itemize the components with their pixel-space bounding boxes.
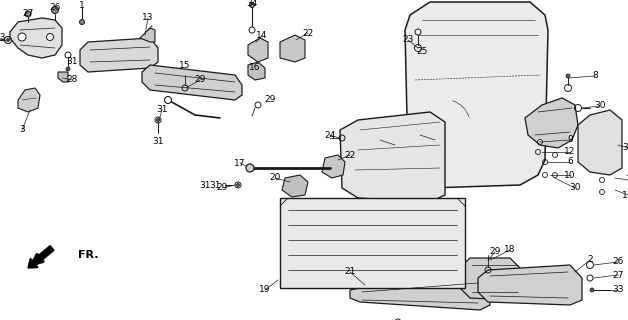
- Text: 14: 14: [256, 31, 268, 41]
- Polygon shape: [140, 28, 155, 42]
- Polygon shape: [18, 88, 40, 112]
- FancyArrow shape: [28, 246, 54, 268]
- Text: 31: 31: [209, 180, 221, 189]
- Circle shape: [566, 74, 570, 78]
- Polygon shape: [350, 278, 490, 310]
- Circle shape: [51, 6, 58, 13]
- Polygon shape: [578, 110, 622, 175]
- Text: 13: 13: [143, 13, 154, 22]
- Text: 31: 31: [199, 180, 211, 189]
- Circle shape: [249, 3, 254, 7]
- Circle shape: [156, 118, 160, 122]
- Text: 17: 17: [234, 158, 246, 167]
- Text: 31: 31: [152, 138, 164, 147]
- Text: 12: 12: [565, 148, 576, 156]
- Bar: [280, 198, 465, 288]
- Text: 15: 15: [179, 60, 191, 69]
- Text: 6: 6: [567, 157, 573, 166]
- Polygon shape: [525, 98, 578, 148]
- Text: 27: 27: [23, 9, 34, 18]
- Text: 8: 8: [592, 71, 598, 81]
- Polygon shape: [478, 265, 582, 305]
- Text: 20: 20: [269, 173, 281, 182]
- Text: 29: 29: [264, 95, 276, 105]
- Text: 9: 9: [567, 135, 573, 145]
- Text: 27: 27: [612, 270, 624, 279]
- Circle shape: [46, 34, 53, 41]
- Text: 30: 30: [594, 101, 606, 110]
- Text: 33: 33: [612, 285, 624, 294]
- Polygon shape: [80, 38, 158, 72]
- Text: 1: 1: [79, 2, 85, 11]
- Text: 10: 10: [564, 171, 576, 180]
- Text: 19: 19: [259, 285, 271, 294]
- Polygon shape: [58, 72, 68, 82]
- Text: 16: 16: [249, 63, 261, 73]
- Polygon shape: [340, 112, 445, 202]
- Text: 7: 7: [625, 175, 628, 185]
- Text: 22: 22: [344, 150, 355, 159]
- Polygon shape: [280, 35, 305, 62]
- Circle shape: [590, 288, 594, 292]
- Polygon shape: [248, 38, 268, 62]
- Circle shape: [6, 38, 9, 42]
- Text: 21: 21: [344, 268, 355, 276]
- Polygon shape: [460, 258, 520, 300]
- Circle shape: [165, 97, 171, 103]
- Text: 11: 11: [622, 190, 628, 199]
- Text: 18: 18: [504, 245, 516, 254]
- Polygon shape: [322, 155, 345, 178]
- Text: 33: 33: [0, 34, 6, 43]
- Polygon shape: [405, 2, 548, 188]
- Text: 24: 24: [325, 131, 335, 140]
- Polygon shape: [248, 62, 265, 80]
- Text: FR.: FR.: [78, 250, 99, 260]
- Text: 31: 31: [66, 58, 78, 67]
- Text: 22: 22: [302, 28, 313, 37]
- Text: 29: 29: [194, 76, 206, 84]
- Circle shape: [237, 183, 239, 187]
- Circle shape: [249, 27, 255, 33]
- Text: 26: 26: [612, 258, 624, 267]
- Text: 26: 26: [50, 4, 61, 12]
- Text: 28: 28: [67, 76, 78, 84]
- Circle shape: [246, 164, 254, 172]
- Circle shape: [80, 20, 85, 25]
- Circle shape: [18, 33, 26, 41]
- Text: 29: 29: [489, 247, 501, 257]
- Text: 31: 31: [156, 106, 168, 115]
- Polygon shape: [10, 18, 62, 58]
- Text: 3: 3: [19, 125, 25, 134]
- Text: 25: 25: [416, 47, 428, 57]
- Polygon shape: [142, 65, 242, 100]
- Text: 32: 32: [622, 143, 628, 153]
- Text: 23: 23: [403, 36, 414, 44]
- Circle shape: [66, 67, 70, 71]
- Text: 2: 2: [587, 255, 593, 265]
- Polygon shape: [282, 175, 308, 197]
- Circle shape: [25, 11, 31, 17]
- Text: 30: 30: [569, 183, 581, 193]
- Text: 29: 29: [216, 183, 228, 193]
- Text: 34: 34: [246, 0, 257, 9]
